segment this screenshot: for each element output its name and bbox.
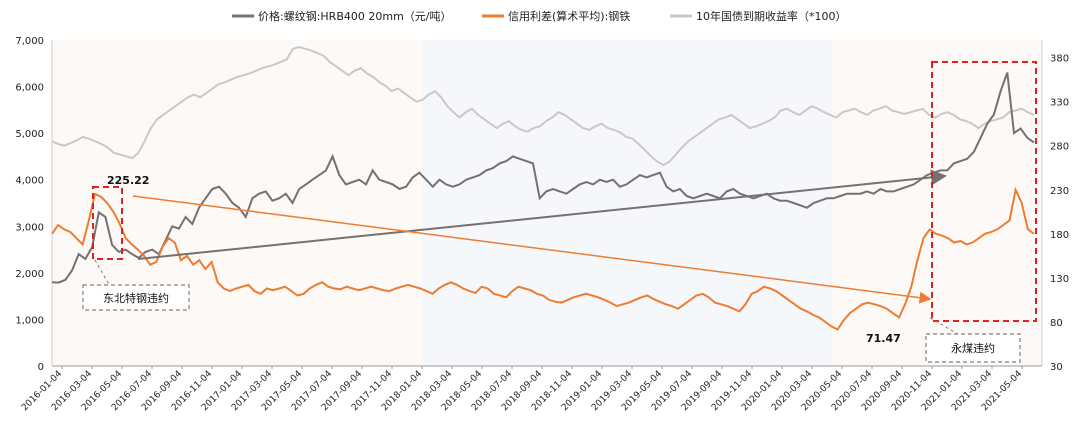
y-right-tick-label: 330 — [1050, 98, 1069, 109]
shaded-region-left — [52, 40, 422, 366]
y-right-tick-label: 80 — [1050, 318, 1063, 329]
y-right-tick-label: 30 — [1050, 362, 1063, 373]
y-right-tick-labels: 30 80 130 180 230 280 330 380 — [1050, 54, 1069, 373]
y-left-tick-label: 0 — [38, 362, 44, 373]
annotation-box-right — [925, 333, 1021, 363]
y-left-tick-label: 6,000 — [15, 83, 44, 94]
y-right-tick-label: 380 — [1050, 54, 1069, 65]
point-label-max: 225.22 — [107, 174, 149, 187]
annotation-connector-left — [94, 259, 111, 287]
y-left-tick-labels: 0 1,000 2,000 3,000 4,000 5,000 6,000 7,000 — [15, 36, 44, 373]
shaded-region-right — [832, 40, 1042, 366]
legend: 价格:螺纹钢:HRB400 20mm（元/吨） 信用利差(算术平均):钢铁 10年国… — [232, 9, 847, 23]
y-left-tick-label: 2,000 — [15, 269, 44, 280]
annotation-label-left: 东北特钢违约 — [103, 291, 169, 305]
series-line-credit-spread — [51, 186, 1035, 331]
trend-arrow-price — [137, 169, 947, 260]
y-right-tick-label: 130 — [1050, 274, 1069, 285]
annotation-box-left — [82, 284, 190, 311]
legend-label: 价格:螺纹钢:HRB400 20mm（元/吨） — [258, 9, 452, 23]
x-tick-labels: 2016-01-042016-03-042016-05-042016-07-04… — [20, 366, 1024, 413]
point-label-min: 71.47 — [866, 332, 901, 345]
y-right-tick-label: 280 — [1050, 142, 1069, 153]
legend-label: 10年国债到期收益率（*100） — [696, 9, 847, 23]
shaded-region-middle — [422, 40, 832, 366]
y-left-tick-label: 4,000 — [15, 176, 44, 187]
annotation-label-right: 永煤违约 — [951, 341, 995, 355]
highlight-box-right — [931, 61, 1037, 322]
series-line-rebar-price — [51, 72, 1035, 284]
y-right-tick-label: 230 — [1050, 186, 1069, 197]
series-line-bond-yield — [51, 45, 1035, 167]
y-left-tick-label: 3,000 — [15, 222, 44, 233]
annotation-connector-right — [929, 317, 959, 335]
y-left-tick-label: 1,000 — [15, 315, 44, 326]
y-left-tick-label: 5,000 — [15, 129, 44, 140]
legend-label: 信用利差(算术平均):钢铁 — [508, 9, 630, 23]
y-right-tick-label: 180 — [1050, 230, 1069, 241]
highlight-box-left — [92, 186, 123, 260]
trend-arrow-spread — [132, 195, 932, 304]
y-left-tick-label: 7,000 — [15, 36, 44, 47]
